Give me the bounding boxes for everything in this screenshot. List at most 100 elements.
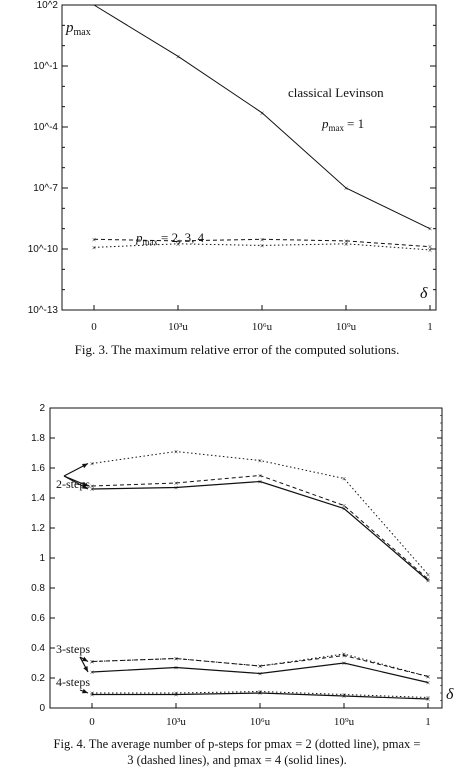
x-tick-label: 1 — [425, 716, 431, 728]
data-point-marker: × — [426, 673, 431, 682]
y-tick-label: 10^-10 — [28, 244, 59, 255]
y-tick-label: 1.6 — [31, 463, 45, 474]
data-point-marker: × — [260, 109, 265, 118]
x-tick-label: 10³u — [166, 716, 186, 728]
x-tick-label: 10⁶u — [250, 716, 271, 728]
data-point-marker: × — [342, 650, 347, 659]
data-point-marker: × — [90, 658, 95, 667]
data-point-marker: × — [342, 502, 347, 511]
data-point-marker: × — [426, 679, 431, 688]
annotation-arrow — [63, 462, 89, 477]
figure-3-caption: Fig. 3. The maximum relative error of th… — [74, 342, 400, 357]
series-line-3-steps-solid — [91, 662, 429, 684]
data-point-marker: × — [258, 478, 263, 487]
data-point-marker: × — [174, 664, 179, 673]
data-point-marker: × — [258, 688, 263, 697]
data-point-marker: × — [176, 240, 181, 249]
caption-line-1: Fig. 4. The average number of p-steps fo… — [53, 737, 421, 751]
annotation-arrowhead — [82, 484, 88, 489]
series-line-4-steps-solid — [92, 692, 429, 700]
y-tick-label: 0.4 — [31, 643, 45, 654]
annotation-arrowhead — [82, 656, 88, 662]
annotation-arrow — [63, 475, 89, 487]
annotation-arrow — [79, 656, 89, 673]
y-tick-label: 10^-4 — [33, 122, 58, 133]
data-point-marker: × — [90, 689, 95, 698]
classical-levinson-label: classical Levinson — [288, 85, 384, 100]
pmax-eq1-label: pmax = 1 — [321, 116, 364, 133]
data-point-marker: × — [174, 655, 179, 664]
caption-line-2: 3 (dashed lines), and pmax = 4 (solid li… — [127, 753, 347, 767]
y-tick-label: 1.4 — [31, 493, 45, 504]
pmax-eq234-label: pmax = 2, 3, 4 — [135, 230, 205, 247]
data-point-marker: × — [258, 662, 263, 671]
y-tick-label: 2 — [39, 403, 45, 414]
data-point-marker: × — [344, 240, 349, 249]
data-point-marker: × — [90, 485, 95, 494]
data-point-marker: × — [426, 695, 431, 704]
annotation-arrowhead — [82, 481, 88, 487]
data-point-marker: × — [174, 655, 179, 664]
x-tick-label: 10⁶u — [252, 321, 273, 333]
annotation-arrow — [63, 475, 89, 490]
delta-label: δ — [446, 686, 454, 703]
annotation-arrowhead — [82, 688, 88, 694]
y-tick-label: 10^-13 — [28, 305, 59, 316]
chart-max-relative-error: 10^2 10^-1 10^-4 10^-7 10^-10 10^-13 0 10³u 10⁶… — [28, 0, 437, 333]
data-point-marker: × — [426, 577, 431, 586]
data-point-marker: × — [258, 689, 263, 698]
figure-4-caption: Fig. 4. The average number of p-steps fo… — [0, 736, 474, 768]
x-tick-label: 0 — [89, 716, 95, 728]
data-point-marker: × — [344, 237, 349, 246]
data-point-marker: × — [428, 246, 433, 255]
x-tick-label: 1 — [427, 321, 433, 333]
data-point-marker: × — [426, 673, 431, 682]
y-tick-label: 0.2 — [31, 673, 45, 684]
four-steps-label: 4-steps — [56, 675, 90, 689]
plot-frame — [61, 4, 437, 311]
x-tick-label: 10⁹u — [334, 716, 355, 728]
annotation-arrow — [79, 656, 89, 663]
data-point-marker: × — [342, 659, 347, 668]
data-point-marker: × — [258, 472, 263, 481]
data-point-marker: × — [90, 668, 95, 677]
data-point-marker: × — [342, 652, 347, 661]
data-point-marker: × — [174, 691, 179, 700]
series-line-dotted — [93, 243, 431, 251]
data-point-marker: × — [344, 184, 349, 193]
y-tick-label: 1.8 — [31, 433, 45, 444]
series-line-2-steps-dotted — [91, 450, 429, 575]
data-point-marker: × — [426, 575, 431, 584]
data-point-marker: × — [260, 235, 265, 244]
series-line-2-steps-solid — [91, 480, 429, 581]
data-point-marker: × — [90, 658, 95, 667]
data-point-marker: × — [90, 460, 95, 469]
data-point-marker: × — [258, 670, 263, 679]
series-line-3-steps-dotted — [91, 653, 429, 677]
series-line-solid — [93, 4, 431, 230]
data-point-marker: × — [90, 691, 95, 700]
data-point-marker: × — [428, 225, 433, 234]
series-line-dashed — [93, 238, 431, 248]
data-point-marker: × — [90, 482, 95, 491]
y-tick-label: 0 — [39, 703, 45, 714]
data-point-marker: × — [258, 662, 263, 671]
data-point-marker: × — [174, 479, 179, 488]
three-steps-label: 3-steps — [56, 642, 90, 656]
y-tick-label: 1 — [39, 553, 45, 564]
data-point-marker: × — [428, 243, 433, 252]
two-steps-label: 2-steps — [56, 477, 90, 491]
series-line-3-steps-dashed — [91, 654, 429, 677]
annotation-arrowhead — [82, 463, 88, 469]
annotation-arrow — [79, 689, 89, 694]
data-point-marker: × — [176, 52, 181, 61]
pmax-label: pmax — [65, 20, 91, 38]
data-point-marker: × — [426, 694, 431, 703]
data-point-marker: × — [92, 243, 97, 252]
data-point-marker: × — [174, 448, 179, 457]
series-line-4-steps-dotted — [92, 690, 429, 698]
data-point-marker: × — [260, 241, 265, 250]
data-point-marker: × — [174, 689, 179, 698]
data-point-marker: × — [342, 505, 347, 514]
data-point-marker: × — [176, 237, 181, 246]
